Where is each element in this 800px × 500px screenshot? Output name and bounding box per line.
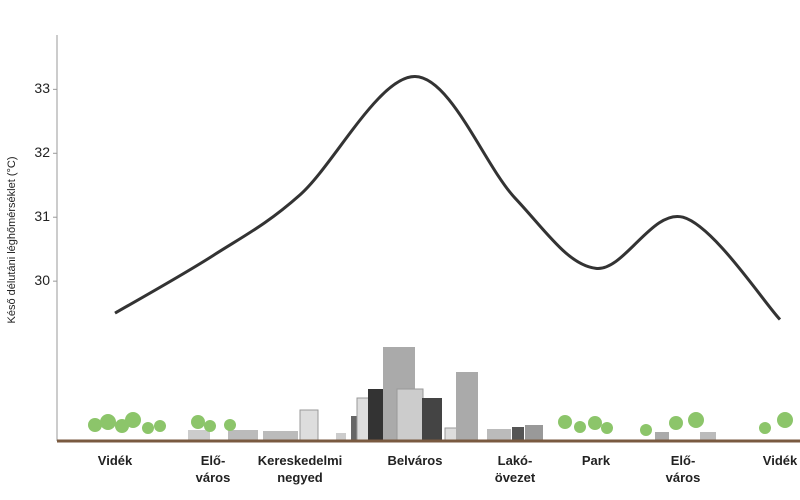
x-tick-label: Vidék	[97, 453, 133, 468]
x-tick-label: Elő- város	[665, 453, 701, 485]
buildings	[188, 347, 716, 442]
x-tick-label: Elő- város	[195, 453, 231, 485]
y-tick-label: 32	[34, 144, 50, 160]
y-tick-label: 33	[34, 80, 50, 96]
x-tick-label: Park	[581, 453, 611, 468]
x-tick-label: Belváros	[387, 453, 443, 468]
temperature-line	[114, 75, 782, 321]
y-axis-label: Késő délutáni léghőmérséklet (°C)	[6, 156, 18, 323]
x-tick-label: Kereskedelmi negyed	[257, 453, 343, 485]
x-tick-label: Vidék	[762, 453, 798, 468]
x-tick-label: Lakó- övezet	[494, 453, 536, 485]
y-tick-label: 30	[34, 272, 50, 288]
y-tick-label: 31	[34, 208, 50, 224]
trees	[88, 412, 793, 436]
